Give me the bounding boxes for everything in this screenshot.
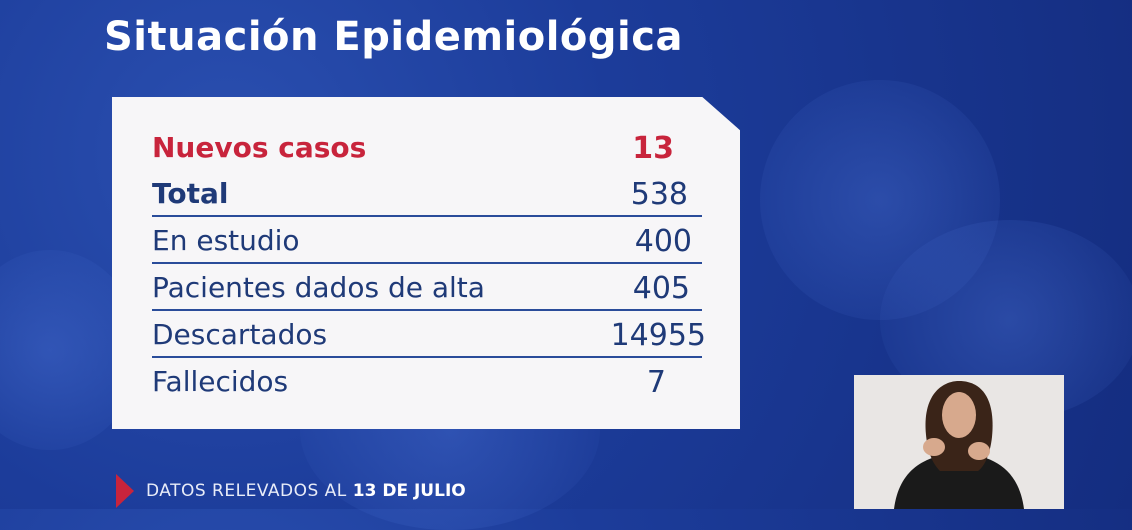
stats-row-value: 7 xyxy=(646,365,666,400)
play-triangle-icon xyxy=(116,474,134,508)
stats-card: Nuevos casos 13 Total 538 En estudio 400… xyxy=(112,97,740,429)
stats-row-total: Total 538 xyxy=(152,171,702,217)
footer-prefix: DATOS RELEVADOS AL xyxy=(146,481,347,501)
background-virus-shape xyxy=(760,80,1000,320)
sign-language-interpreter-video xyxy=(854,375,1064,509)
stats-row-value: 13 xyxy=(632,131,674,166)
stats-row-label: Fallecidos xyxy=(152,365,289,398)
stats-row-label: Descartados xyxy=(152,318,328,351)
page-title: Situación Epidemiológica xyxy=(104,14,683,60)
stats-row-descartados: Descartados 14955 xyxy=(152,312,706,358)
stats-row-en-estudio: En estudio 400 xyxy=(152,218,702,264)
stats-row-label: En estudio xyxy=(152,224,300,257)
footer-date: 13 DE JULIO xyxy=(352,481,466,501)
stats-row-label: Nuevos casos xyxy=(152,131,367,164)
stats-row-label: Pacientes dados de alta xyxy=(152,271,485,304)
data-date-footer: DATOS RELEVADOS AL 13 DE JULIO xyxy=(116,473,466,509)
stats-row-value: 405 xyxy=(632,271,690,306)
stats-row-value: 14955 xyxy=(610,318,706,353)
stats-row-value: 538 xyxy=(630,177,688,212)
stats-row-dados-de-alta: Pacientes dados de alta 405 xyxy=(152,265,702,311)
stats-row-nuevos-casos: Nuevos casos 13 xyxy=(152,125,702,169)
stats-row-value: 400 xyxy=(634,224,692,259)
stats-row-label: Total xyxy=(152,177,229,210)
stats-row-fallecidos: Fallecidos 7 xyxy=(152,359,702,403)
